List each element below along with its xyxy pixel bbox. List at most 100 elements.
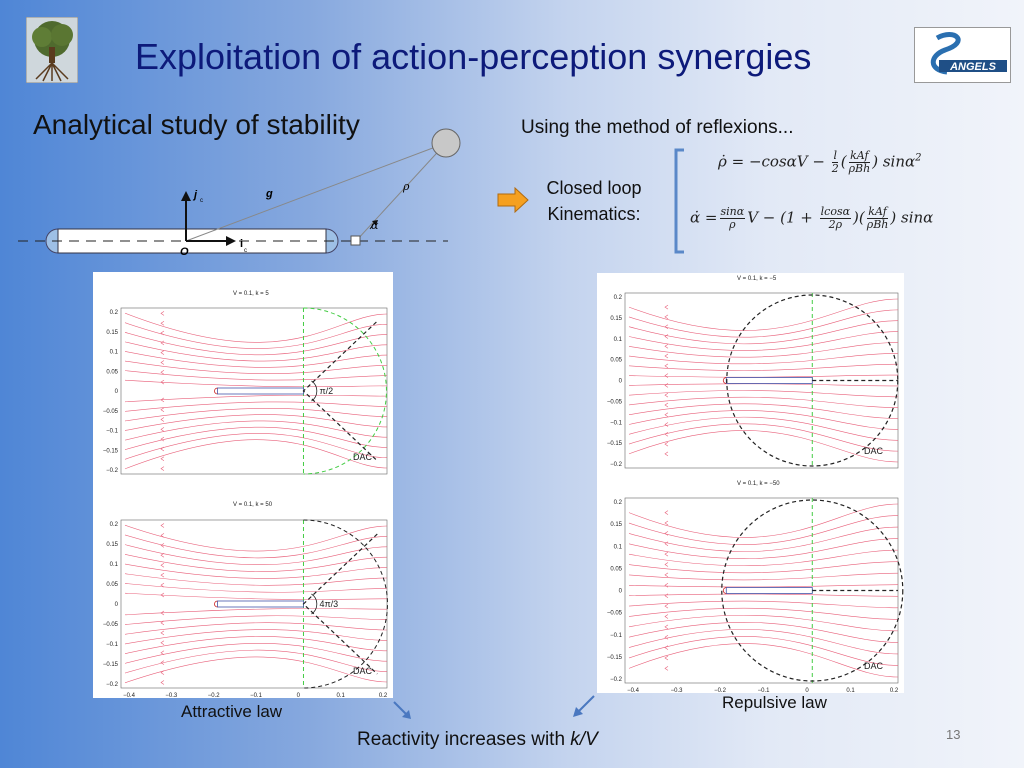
stream-arrow: [664, 603, 669, 609]
streamline: [628, 600, 899, 609]
stream-arrow: [664, 572, 669, 578]
stream-arrow: [664, 520, 669, 526]
section-heading: Analytical study of stability: [33, 109, 360, 140]
stream-arrow: [160, 620, 165, 626]
streamline: [628, 561, 899, 574]
tree-logo: [25, 16, 79, 84]
robot-body: [217, 387, 304, 395]
robot-diagram: j c i c O g ρ α: [18, 125, 468, 265]
y-tick-label: 0.05: [610, 358, 622, 364]
x-tick-label: −0.4: [123, 693, 136, 698]
slide-number: 13: [946, 727, 961, 742]
y-tick-label: 0.15: [106, 330, 118, 336]
x-tick-label: −0.1: [758, 688, 771, 693]
stream-arrow: [160, 610, 165, 616]
stream-arrow: [160, 582, 165, 588]
reactivity-caption: Reactivity increases with k/V: [357, 729, 598, 750]
streamline: [628, 614, 899, 632]
streamline: [628, 416, 899, 441]
streamline: [124, 322, 388, 349]
plot-repulsive-k-5: 0.2 0.15 0.1 0.05 0 −0.05 −0.1 −0.15 −0.2 DAC V =…: [597, 273, 904, 478]
equation-alpha: α̇ = sinα ρ V − (1 + lcosα 2ρ)(kAf ρBh) sinα: [690, 205, 934, 231]
dac-circle: [721, 499, 904, 682]
streamline: [628, 342, 899, 358]
streamline: [124, 649, 388, 674]
y-tick-label: 0.2: [614, 500, 623, 506]
y-tick-label: −0.2: [610, 462, 623, 468]
pointer-arrow-icon: [570, 694, 596, 720]
y-tick-label: 0.1: [614, 337, 623, 343]
streamline: [124, 629, 388, 645]
stream-arrow: [664, 510, 669, 515]
plot-frame: [120, 519, 388, 689]
stream-arrow: [160, 562, 165, 568]
stream-arrow: [664, 412, 669, 417]
y-tick-label: 0: [619, 589, 623, 595]
dac-wedge: [302, 533, 378, 675]
streamline: [628, 390, 899, 398]
streamline: [628, 622, 899, 643]
streamline: [124, 524, 388, 552]
streamline: [124, 360, 388, 374]
y-tick-label: −0.2: [106, 468, 119, 474]
streamline: [628, 363, 899, 371]
stream-arrow: [160, 533, 165, 538]
j-sub: c: [200, 198, 203, 204]
streamline: [124, 426, 388, 450]
stream-arrow: [664, 634, 669, 640]
y-tick-label: 0.15: [610, 522, 622, 528]
x-tick-label: 0.1: [846, 688, 855, 693]
streamline: [628, 423, 899, 452]
streamline: [124, 439, 388, 470]
streamline: [124, 573, 388, 586]
stream-arrow: [664, 334, 669, 339]
stream-arrow: [160, 427, 165, 432]
robot-nose: [214, 387, 218, 395]
y-tick-label: −0.05: [607, 399, 623, 405]
stream-arrow: [664, 432, 669, 437]
streamline: [628, 607, 899, 620]
y-tick-label: −0.15: [607, 655, 623, 661]
angle-arc: [311, 593, 318, 615]
streamline: [124, 622, 388, 635]
y-tick-label: 0.15: [106, 542, 118, 548]
streamline: [628, 298, 899, 331]
y-tick-label: −0.1: [106, 642, 119, 648]
robot-body: [217, 600, 304, 608]
streamline: [628, 374, 899, 378]
stream-arrow: [160, 397, 165, 403]
x-tick-label: 0.2: [379, 693, 388, 698]
stream-arrow: [160, 650, 165, 655]
stream-arrow: [664, 304, 669, 310]
y-tick-label: 0: [115, 389, 119, 395]
plot-title: V = 0.1, k = 50: [233, 502, 273, 508]
y-tick-label: 0.05: [106, 369, 118, 375]
y-tick-label: −0.15: [103, 662, 119, 668]
x-tick-label: 0: [805, 688, 809, 693]
stream-arrow: [160, 360, 165, 365]
y-tick-label: 0.2: [110, 522, 119, 528]
y-tick-label: −0.05: [103, 409, 119, 415]
stream-arrow: [160, 630, 165, 636]
stream-arrow: [664, 614, 669, 619]
j-label: j: [192, 189, 198, 201]
plot-attractive-k5: 0.2 0.15 0.1 0.05 0 −0.05 −0.1 −0.15 −0.2 π/2 DAC …: [93, 272, 393, 484]
method-text: Using the method of reflexions...: [521, 117, 794, 138]
x-tick-label: 0.2: [890, 688, 899, 693]
streamline: [628, 396, 899, 408]
y-tick-label: 0.2: [110, 310, 119, 316]
y-tick-label: −0.2: [610, 677, 623, 683]
angle-label: π/2: [319, 386, 333, 396]
stream-arrow: [664, 451, 669, 457]
plot-attractive-k50: 0.2 0.15 0.1 0.05 0 −0.05 −0.1 −0.15 −0.2 −0.4 −0.…: [93, 484, 393, 699]
x-tick-label: 0.1: [336, 693, 345, 698]
robot-nose: [722, 587, 727, 594]
stream-arrow: [160, 311, 165, 316]
streamline: [124, 332, 388, 356]
streamline: [124, 370, 388, 381]
streamline: [124, 608, 388, 616]
caption-repulsive: Repulsive law: [722, 693, 827, 712]
y-tick-label: 0.05: [106, 582, 118, 588]
y-tick-label: 0.1: [110, 562, 119, 568]
y-tick-label: −0.2: [106, 682, 119, 688]
